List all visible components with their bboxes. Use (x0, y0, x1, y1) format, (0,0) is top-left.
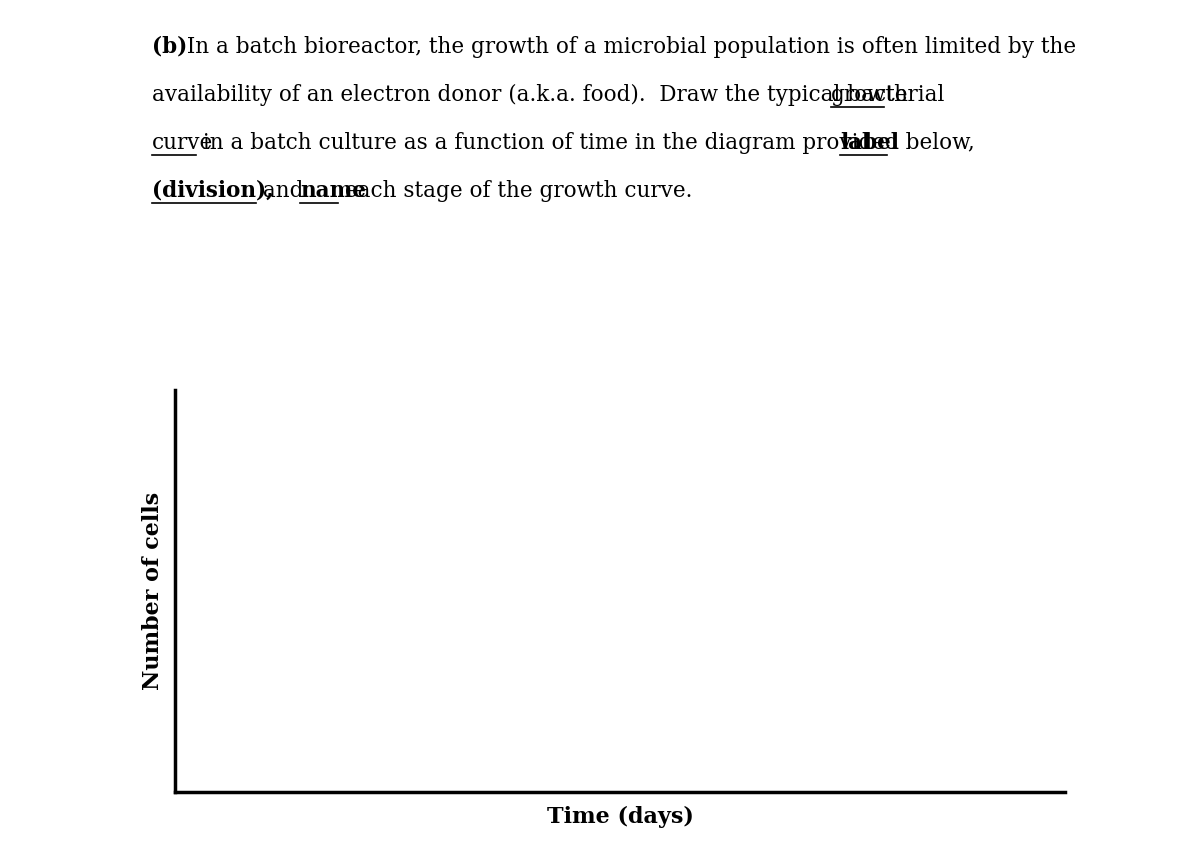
Text: curve: curve (152, 132, 214, 154)
Text: each stage of the growth curve.: each stage of the growth curve. (338, 180, 692, 202)
X-axis label: Time (days): Time (days) (546, 805, 694, 828)
Text: name: name (300, 180, 366, 202)
Text: (division),: (division), (152, 180, 274, 202)
Text: In a batch bioreactor, the growth of a microbial population is often limited by : In a batch bioreactor, the growth of a m… (180, 36, 1076, 58)
Text: label: label (840, 132, 899, 154)
Text: in a batch culture as a function of time in the diagram provided below,: in a batch culture as a function of time… (196, 132, 982, 154)
Text: (b): (b) (152, 36, 187, 58)
Text: and: and (257, 180, 311, 202)
Y-axis label: Number of cells: Number of cells (142, 492, 164, 690)
Text: availability of an electron donor (a.k.a. food).  Draw the typical bacterial: availability of an electron donor (a.k.a… (152, 84, 952, 106)
Text: growth: growth (832, 84, 910, 106)
